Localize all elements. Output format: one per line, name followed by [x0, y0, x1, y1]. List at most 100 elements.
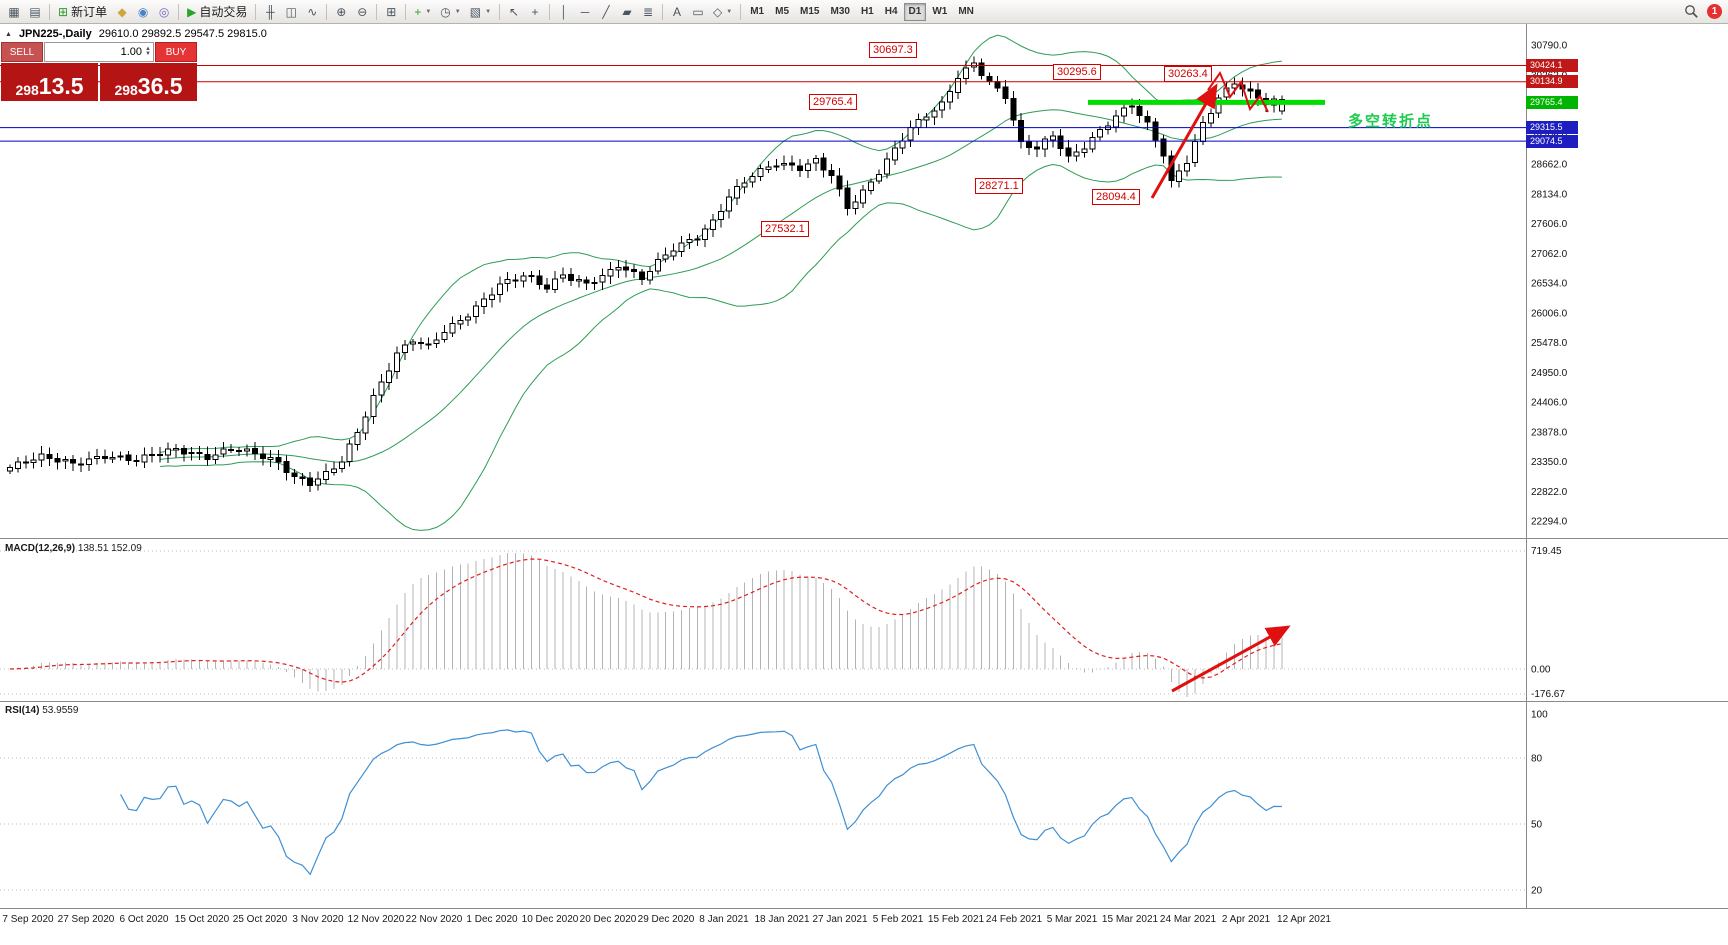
zoom-out-icon[interactable]: ⊖	[352, 2, 372, 22]
timeframe-w1-button[interactable]: W1	[932, 6, 948, 17]
lot-spinner[interactable]: ▲ ▼	[145, 46, 151, 57]
indicators-icon[interactable]: + ▼	[410, 2, 435, 22]
bollinger-middle	[160, 109, 1282, 463]
trend-arrow[interactable]	[1150, 83, 1218, 199]
price-tag: 29074.5	[1526, 134, 1578, 148]
buy-button[interactable]: BUY	[155, 42, 197, 62]
sell-button[interactable]: SELL	[1, 42, 43, 62]
lot-size-field[interactable]: 1.00 ▲ ▼	[44, 42, 154, 62]
options-icon[interactable]: ◎	[154, 2, 174, 22]
line-chart-icon[interactable]: ∿	[302, 2, 322, 22]
autotrading-button[interactable]: ▶ 自动交易	[183, 2, 251, 22]
bar-chart-icon[interactable]: ╫	[260, 2, 280, 22]
icon-glyph: ◆	[117, 4, 127, 19]
dropdown-arrow-icon[interactable]: ▼	[425, 8, 432, 15]
periods-icon[interactable]: ◷ ▼	[436, 2, 464, 22]
time-axis-label: 6 Oct 2020	[119, 914, 169, 925]
time-axis-label: 15 Feb 2021	[927, 914, 985, 925]
price-axis-label: 25478.0	[1531, 338, 1568, 349]
shapes-icon[interactable]: ◇ ▼	[709, 2, 736, 22]
buy-price[interactable]: 298 36.5	[100, 63, 197, 101]
timeframe-h4-button[interactable]: H4	[884, 6, 898, 17]
time-axis-label: 3 Nov 2020	[292, 914, 344, 925]
timeframe-m5-button[interactable]: M5	[775, 6, 790, 17]
bollinger-lower	[160, 163, 1282, 531]
spinner-down-icon[interactable]: ▼	[145, 51, 151, 57]
rsi-line	[120, 729, 1282, 876]
toolbar-separator	[376, 3, 378, 20]
time-axis[interactable]: 7 Sep 2020 27 Sep 2020 6 Oct 2020 15 Oct 20…	[0, 908, 1728, 945]
price-callout[interactable]: 29765.4	[809, 94, 857, 110]
horizontal-line-icon[interactable]: ─	[575, 2, 595, 22]
one-click-trading-panel: SELL 1.00 ▲ ▼ BUY 298 13.5 298 36.5	[1, 42, 197, 101]
icon-glyph: ╫	[266, 4, 275, 19]
icon-glyph: ▭	[692, 4, 704, 19]
time-axis-label: 15 Mar 2021	[1101, 914, 1159, 925]
button-label: 新订单	[71, 5, 108, 19]
dropdown-arrow-icon[interactable]: ▼	[485, 8, 492, 15]
price-tag: 30424.1	[1526, 59, 1578, 72]
price-callout[interactable]: 28271.1	[975, 178, 1023, 194]
candlestick-chart-icon[interactable]: ◫	[281, 2, 301, 22]
macd-axis-label: -176.67	[1531, 689, 1565, 700]
price-callout[interactable]: 30697.3	[869, 42, 917, 58]
new-order-button[interactable]: ⊞ 新订单	[54, 2, 111, 22]
data-window-icon[interactable]: ▤	[25, 2, 45, 22]
time-axis-label: 12 Nov 2020	[347, 914, 405, 925]
time-axis-label: 22 Nov 2020	[405, 914, 463, 925]
timeframe-m15-button[interactable]: M15	[800, 6, 820, 17]
time-axis-label: 29 Dec 2020	[637, 914, 695, 925]
timeframe-mn-button[interactable]: MN	[958, 6, 974, 17]
label-icon[interactable]: ▭	[688, 2, 708, 22]
price-callout[interactable]: 30263.4	[1164, 66, 1212, 82]
macd-trend-arrow[interactable]	[1171, 625, 1291, 693]
price-callout[interactable]: 27532.1	[761, 221, 809, 237]
templates-icon[interactable]: ▧ ▼	[466, 2, 495, 22]
price-callout[interactable]: 30295.6	[1053, 64, 1101, 80]
channel-icon[interactable]: ▰	[617, 2, 637, 22]
timeframe-h1-button[interactable]: H1	[860, 6, 874, 17]
price-tag: 30134.9	[1526, 75, 1578, 89]
rsi-panel[interactable]	[0, 729, 1526, 891]
spinner-up-icon[interactable]: ▲	[145, 46, 151, 52]
macd-panel[interactable]	[0, 550, 1526, 697]
symbol-arrow-icon: ▲	[5, 30, 12, 38]
metaeditor-icon[interactable]: ◆	[112, 2, 132, 22]
price-callout[interactable]: 28094.4	[1092, 189, 1140, 205]
vertical-line-icon[interactable]: │	[554, 2, 574, 22]
fibonacci-icon[interactable]: ≣	[638, 2, 658, 22]
icon-glyph: ◉	[137, 4, 149, 19]
dropdown-arrow-icon[interactable]: ▼	[454, 8, 461, 15]
toolbar-separator	[178, 3, 180, 20]
time-axis-label: 1 Dec 2020	[466, 914, 518, 925]
price-axis-label: 22822.0	[1531, 487, 1568, 498]
icon-glyph: ─	[580, 4, 590, 19]
dropdown-arrow-icon[interactable]: ▼	[726, 8, 733, 15]
time-axis-label: 15 Oct 2020	[174, 914, 230, 925]
sell-price[interactable]: 298 13.5	[1, 63, 98, 101]
trendline-icon[interactable]: ╱	[596, 2, 616, 22]
market-watch-icon[interactable]: ▦	[4, 2, 24, 22]
timeframe-m30-button[interactable]: M30	[830, 6, 850, 17]
toolbar-separator	[49, 3, 50, 20]
price-axis-label: 24406.0	[1531, 398, 1568, 409]
zigzag-drawing[interactable]	[1207, 70, 1269, 113]
price-axis-label: 28662.0	[1531, 160, 1568, 171]
lot-value[interactable]: 1.00	[120, 46, 143, 58]
history-center-icon[interactable]: ◉	[133, 2, 153, 22]
timeframe-m1-button[interactable]: M1	[750, 6, 765, 17]
icon-glyph: A	[673, 4, 682, 19]
cursor-icon[interactable]: ↖	[504, 2, 524, 22]
zoom-in-icon[interactable]: ⊕	[331, 2, 351, 22]
macd-indicator-label: MACD(12,26,9) 138.51 152.09	[5, 543, 142, 554]
search-icon[interactable]	[1684, 4, 1699, 19]
text-icon[interactable]: A	[667, 2, 687, 22]
timeframe-d1-button[interactable]: D1	[903, 2, 927, 21]
price-chart[interactable]: 30790.030262.029734.029206.028662.028134…	[0, 24, 1728, 908]
tile-windows-icon[interactable]: ⊞	[381, 2, 401, 22]
notification-badge[interactable]: 1	[1707, 4, 1722, 19]
crosshair-icon[interactable]: +	[525, 2, 545, 22]
main-price-panel[interactable]	[0, 34, 1526, 531]
icon-glyph: ▦	[8, 4, 20, 19]
icon-glyph: │	[560, 4, 568, 19]
